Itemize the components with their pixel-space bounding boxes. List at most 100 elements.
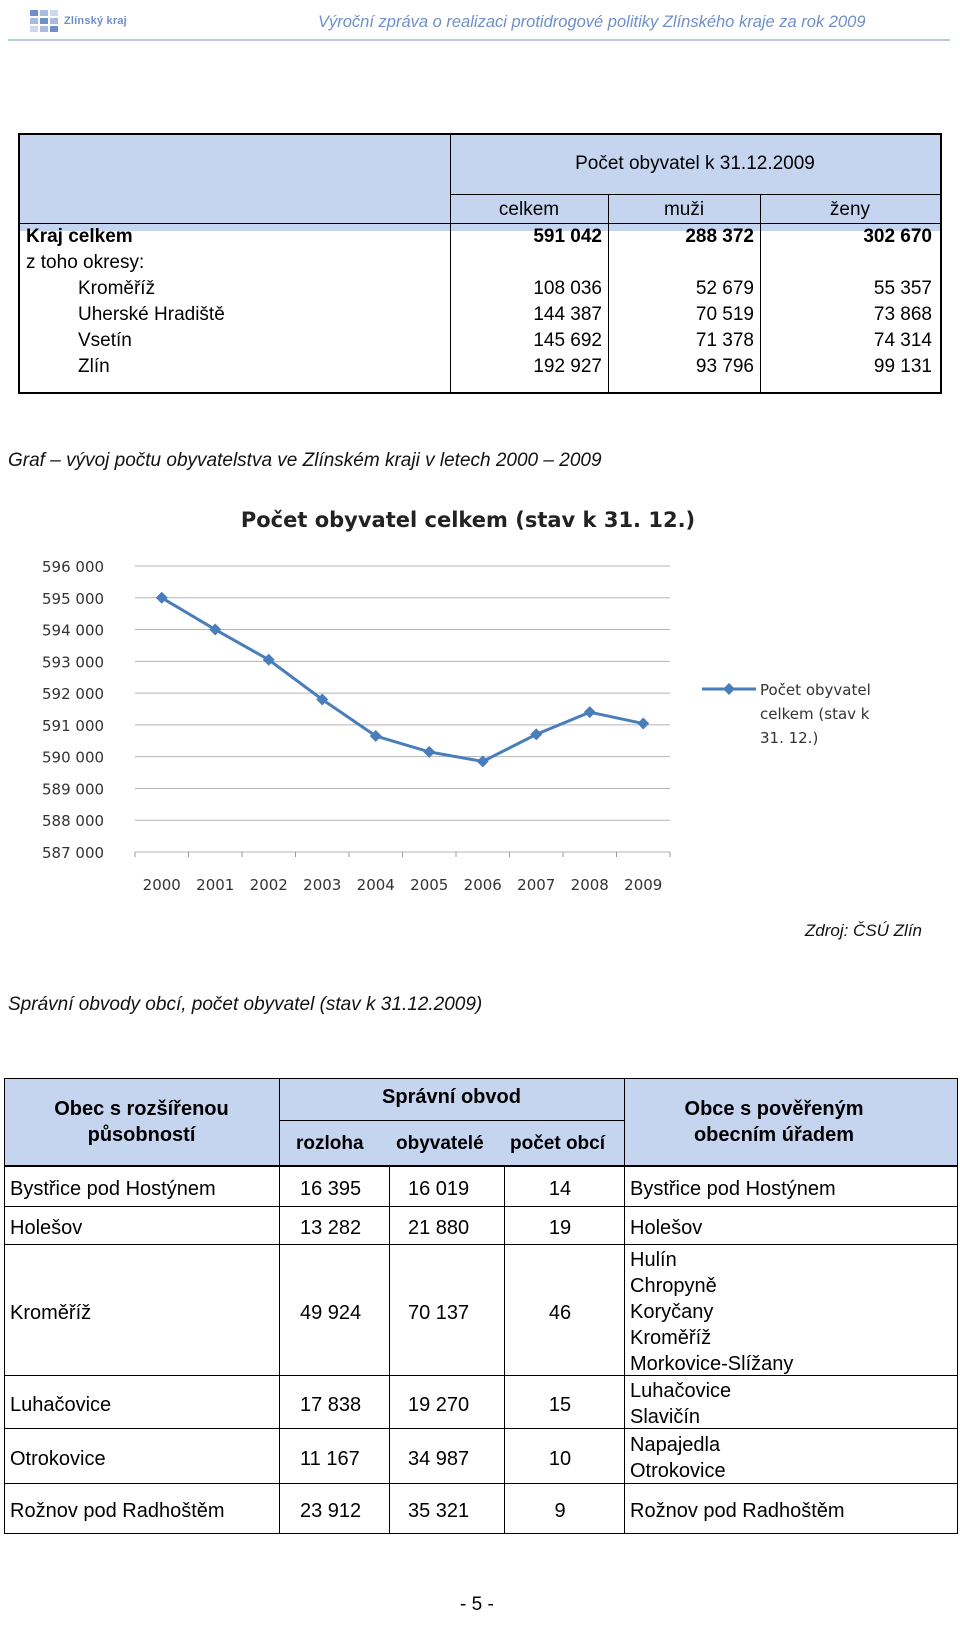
graph-caption: Graf – vývoj počtu obyvatelstva ve Zlíns… <box>8 450 602 471</box>
y-tick-label: 590 000 <box>42 749 104 767</box>
legend-label: Počet obyvatel celkem (stav k 31. 12.) <box>760 681 871 747</box>
population-group-header: Počet obyvatel k 31.12.2009 <box>575 153 815 174</box>
value-zeny: 74 314 <box>873 330 932 351</box>
rozloha-value: 13 282 <box>300 1217 362 1239</box>
chart-data-point <box>262 653 275 666</box>
population-line-chart: 596 000 595 000 594 000 593 000 592 000 591 0… <box>42 508 871 894</box>
chart-data-point <box>476 755 489 768</box>
districts-table: Obec s rozšířenou působností Správní obv… <box>4 1078 958 1538</box>
obyvatele-value: 35 321 <box>408 1500 470 1522</box>
rozloha-value: 11 167 <box>300 1447 360 1470</box>
column-header-obec: Obec s rozšířenou působností <box>54 1098 229 1146</box>
x-tick-label: 2000 <box>143 876 181 894</box>
obec-name: Luhačovice <box>10 1393 112 1416</box>
poverena-obec: Rožnov pod Radhoštěm <box>630 1500 845 1522</box>
poverena-obec: Kroměříž <box>630 1326 712 1349</box>
chart-title: Počet obyvatel celkem (stav k 31. 12.) <box>241 508 695 532</box>
poverena-obec: Bystřice pod Hostýnem <box>630 1178 836 1200</box>
value-celkem: 144 387 <box>533 304 602 325</box>
x-tick-label: 2009 <box>624 876 662 894</box>
chart-series-line <box>160 596 644 763</box>
pocet-obci-value: 15 <box>548 1393 572 1416</box>
chart-data-point <box>423 745 436 758</box>
pocet-obci-value: 19 <box>548 1217 572 1239</box>
x-tick-label: 2006 <box>464 876 502 894</box>
chart-legend: Počet obyvatel celkem (stav k 31. 12.) <box>702 681 871 747</box>
y-tick-label: 595 000 <box>42 590 104 608</box>
column-header-obyvatele: obyvatelé <box>396 1133 484 1154</box>
y-tick-label: 593 000 <box>42 653 104 671</box>
table-header-band <box>20 135 940 231</box>
column-group-spravni-obvod: Správní obvod <box>382 1086 521 1108</box>
pocet-obci-value: 9 <box>554 1500 566 1522</box>
source-note: Zdroj: ČSÚ Zlín <box>804 921 922 940</box>
column-header-pocet-obci: počet obcí <box>510 1133 606 1154</box>
y-tick-label: 592 000 <box>42 685 104 703</box>
value-muzi: 93 796 <box>695 356 754 377</box>
y-tick-label: 589 000 <box>42 780 104 798</box>
value-muzi: 52 679 <box>695 278 754 299</box>
poverena-obec: Holešov <box>630 1217 703 1239</box>
logo-mark-icon <box>30 10 60 34</box>
population-table: Počet obyvatel k 31.12.2009 celkem muži … <box>18 133 942 394</box>
value-zeny: 55 357 <box>873 278 932 299</box>
poverena-obec: Luhačovice <box>630 1379 732 1402</box>
value-celkem: 591 042 <box>533 226 602 247</box>
x-tick-label: 2004 <box>357 876 395 894</box>
table-header-band <box>4 1078 958 1166</box>
poverena-obec: Morkovice-Slížany <box>630 1352 794 1375</box>
row-label: z toho okresy: <box>26 252 145 273</box>
x-tick-label: 2001 <box>196 876 234 894</box>
districts-caption: Správní obvody obcí, počet obyvatel (sta… <box>8 994 483 1015</box>
logo-text: Zlínský kraj <box>64 15 127 27</box>
poverena-obec: Otrokovice <box>630 1459 726 1482</box>
value-zeny: 302 670 <box>863 226 932 247</box>
obyvatele-value: 21 880 <box>408 1217 470 1239</box>
report-title: Výroční zpráva o realizaci protidrogové … <box>318 13 866 31</box>
y-tick-label: 591 000 <box>42 717 104 735</box>
pocet-obci-value: 10 <box>548 1447 572 1470</box>
row-label: Kroměříž <box>78 278 156 299</box>
row-label: Vsetín <box>78 330 132 351</box>
value-celkem: 145 692 <box>533 330 602 351</box>
row-label: Zlín <box>78 356 110 377</box>
y-tick-label: 596 000 <box>42 558 104 576</box>
poverena-obec: Napajedla <box>630 1433 721 1456</box>
page-number: - 5 - <box>460 1594 494 1615</box>
obec-name: Otrokovice <box>10 1447 106 1470</box>
x-tick-label: 2003 <box>303 876 341 894</box>
poverena-obec: Slavičín <box>630 1405 701 1428</box>
row-label: Kraj celkem <box>26 226 133 247</box>
value-muzi: 288 372 <box>685 226 754 247</box>
obyvatele-value: 70 137 <box>408 1301 470 1324</box>
rozloha-value: 23 912 <box>300 1500 362 1522</box>
rozloha-value: 16 395 <box>300 1178 362 1200</box>
column-header-muzi: muži <box>663 199 705 220</box>
value-muzi: 70 519 <box>695 304 754 325</box>
chart-data-point <box>369 730 382 743</box>
obec-name: Rožnov pod Radhoštěm <box>10 1500 225 1522</box>
y-tick-label: 587 000 <box>42 844 104 862</box>
pocet-obci-value: 14 <box>548 1178 572 1200</box>
obec-name: Holešov <box>10 1217 83 1239</box>
value-zeny: 99 131 <box>873 356 932 377</box>
obyvatele-value: 34 987 <box>408 1447 470 1470</box>
x-tick-label: 2008 <box>571 876 609 894</box>
chart-data-point <box>530 728 543 741</box>
chart-data-point <box>583 706 596 719</box>
obyvatele-value: 19 270 <box>408 1393 470 1416</box>
region-logo: Zlínský kraj <box>30 10 140 38</box>
column-header-zeny: ženy <box>829 199 871 220</box>
value-muzi: 71 378 <box>695 330 754 351</box>
x-tick-label: 2005 <box>410 876 448 894</box>
obyvatele-value: 16 019 <box>408 1178 470 1200</box>
poverena-obec: Koryčany <box>630 1300 714 1323</box>
x-tick-label: 2007 <box>517 876 555 894</box>
poverena-obec: Chropyně <box>630 1274 717 1297</box>
y-tick-label: 594 000 <box>42 622 104 640</box>
column-header-rozloha: rozloha <box>296 1133 364 1154</box>
chart-data-point <box>155 591 168 604</box>
poverena-obec: Hulín <box>630 1248 677 1271</box>
row-label: Uherské Hradiště <box>78 304 225 325</box>
rozloha-value: 17 838 <box>300 1393 362 1416</box>
